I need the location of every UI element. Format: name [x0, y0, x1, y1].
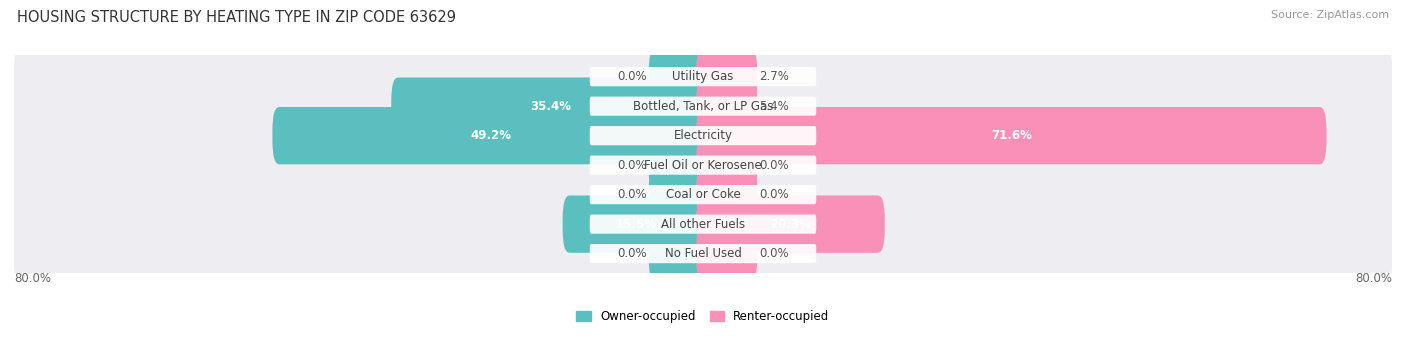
Text: 0.0%: 0.0%	[617, 247, 647, 260]
Text: HOUSING STRUCTURE BY HEATING TYPE IN ZIP CODE 63629: HOUSING STRUCTURE BY HEATING TYPE IN ZIP…	[17, 10, 456, 25]
Text: 5.4%: 5.4%	[759, 100, 789, 113]
Text: 0.0%: 0.0%	[617, 70, 647, 83]
Text: 35.4%: 35.4%	[530, 100, 571, 113]
FancyBboxPatch shape	[696, 107, 1326, 164]
FancyBboxPatch shape	[589, 155, 817, 175]
FancyBboxPatch shape	[589, 67, 817, 86]
Text: Electricity: Electricity	[673, 129, 733, 142]
Text: Utility Gas: Utility Gas	[672, 70, 734, 83]
FancyBboxPatch shape	[562, 195, 710, 253]
FancyBboxPatch shape	[648, 136, 710, 194]
FancyBboxPatch shape	[589, 126, 817, 145]
FancyBboxPatch shape	[14, 168, 1392, 221]
FancyBboxPatch shape	[14, 227, 1392, 280]
FancyBboxPatch shape	[14, 139, 1392, 191]
Text: Source: ZipAtlas.com: Source: ZipAtlas.com	[1271, 10, 1389, 20]
Text: 49.2%: 49.2%	[471, 129, 512, 142]
Text: 0.0%: 0.0%	[759, 159, 789, 172]
FancyBboxPatch shape	[589, 244, 817, 263]
Text: Fuel Oil or Kerosene: Fuel Oil or Kerosene	[644, 159, 762, 172]
FancyBboxPatch shape	[589, 97, 817, 116]
FancyBboxPatch shape	[696, 166, 758, 223]
Text: Bottled, Tank, or LP Gas: Bottled, Tank, or LP Gas	[633, 100, 773, 113]
Text: 71.6%: 71.6%	[991, 129, 1032, 142]
FancyBboxPatch shape	[14, 109, 1392, 162]
Legend: Owner-occupied, Renter-occupied: Owner-occupied, Renter-occupied	[572, 306, 834, 328]
Text: 0.0%: 0.0%	[759, 247, 789, 260]
FancyBboxPatch shape	[589, 214, 817, 234]
FancyBboxPatch shape	[273, 107, 710, 164]
Text: 80.0%: 80.0%	[1355, 272, 1392, 285]
FancyBboxPatch shape	[648, 48, 710, 105]
FancyBboxPatch shape	[696, 136, 758, 194]
FancyBboxPatch shape	[648, 225, 710, 282]
Text: 0.0%: 0.0%	[617, 159, 647, 172]
FancyBboxPatch shape	[648, 166, 710, 223]
FancyBboxPatch shape	[589, 185, 817, 204]
Text: 15.5%: 15.5%	[616, 218, 657, 231]
FancyBboxPatch shape	[14, 198, 1392, 250]
FancyBboxPatch shape	[14, 50, 1392, 103]
FancyBboxPatch shape	[696, 195, 884, 253]
FancyBboxPatch shape	[696, 77, 758, 135]
FancyBboxPatch shape	[391, 77, 710, 135]
Text: 80.0%: 80.0%	[14, 272, 51, 285]
FancyBboxPatch shape	[14, 80, 1392, 132]
Text: All other Fuels: All other Fuels	[661, 218, 745, 231]
Text: No Fuel Used: No Fuel Used	[665, 247, 741, 260]
Text: 20.3%: 20.3%	[770, 218, 811, 231]
Text: 2.7%: 2.7%	[759, 70, 789, 83]
Text: 0.0%: 0.0%	[759, 188, 789, 201]
Text: 0.0%: 0.0%	[617, 188, 647, 201]
Text: Coal or Coke: Coal or Coke	[665, 188, 741, 201]
FancyBboxPatch shape	[696, 225, 758, 282]
FancyBboxPatch shape	[696, 48, 758, 105]
